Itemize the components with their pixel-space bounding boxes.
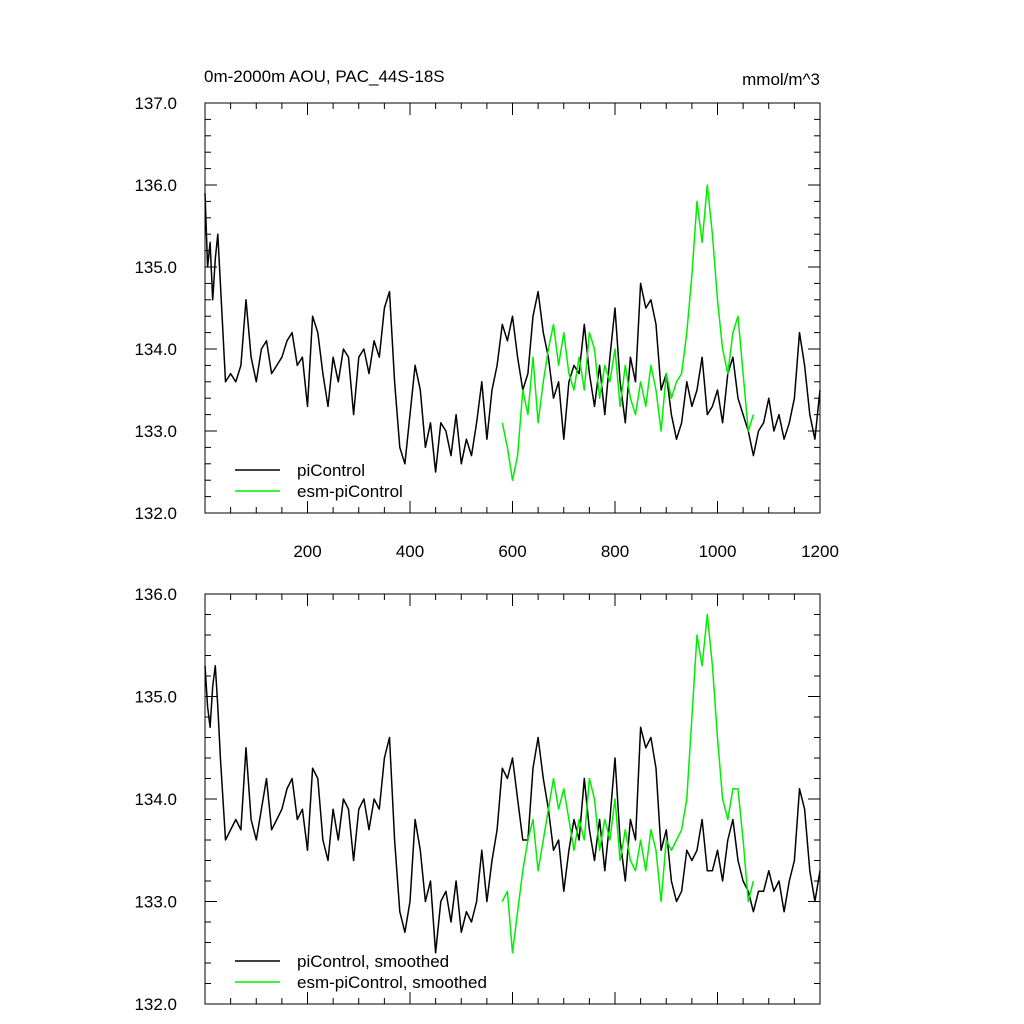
x-tick-label: 600 bbox=[498, 542, 526, 561]
top-tick-group bbox=[204, 102, 821, 514]
legend-label-esm-picontrol-smoothed: esm-piControl, smoothed bbox=[297, 973, 487, 992]
y-tick-label: 134.0 bbox=[134, 340, 177, 359]
legend-label-picontrol-smoothed: piControl, smoothed bbox=[297, 952, 449, 971]
series-line-esm-picontrol-smoothed bbox=[501, 613, 755, 954]
top-panel: 0m-2000m AOU, PAC_44S-18S mmol/m^3 132.0… bbox=[134, 67, 838, 561]
units-label: mmol/m^3 bbox=[742, 70, 820, 89]
y-tick-label: 133.0 bbox=[134, 422, 177, 441]
series-line-picontrol bbox=[204, 193, 821, 473]
x-tick-label: 200 bbox=[293, 542, 321, 561]
legend-label-picontrol: piControl bbox=[297, 461, 365, 480]
y-tick-label: 137.0 bbox=[134, 94, 177, 113]
chart-title: 0m-2000m AOU, PAC_44S-18S bbox=[204, 67, 445, 86]
y-tick-label: 132.0 bbox=[134, 504, 177, 523]
y-tick-label: 135.0 bbox=[134, 688, 177, 707]
x-tick-label: 800 bbox=[601, 542, 629, 561]
bottom-series-group bbox=[204, 613, 821, 954]
top-legend: piControl esm-piControl bbox=[235, 461, 403, 501]
y-tick-label: 133.0 bbox=[134, 893, 177, 912]
series-line-picontrol-smoothed bbox=[204, 664, 821, 954]
series-line-esm-picontrol bbox=[501, 184, 755, 481]
bottom-panel: 132.0 133.0 134.0 135.0 136.0 piControl,… bbox=[134, 585, 821, 1014]
y-tick-label: 132.0 bbox=[134, 995, 177, 1014]
top-series-group bbox=[204, 184, 821, 481]
y-tick-label: 136.0 bbox=[134, 176, 177, 195]
bottom-legend: piControl, smoothed esm-piControl, smoot… bbox=[235, 952, 487, 992]
top-x-tick-labels: 200 400 600 800 1000 1200 bbox=[293, 542, 839, 561]
x-tick-label: 1200 bbox=[801, 542, 839, 561]
x-tick-label: 400 bbox=[396, 542, 424, 561]
x-tick-label: 1000 bbox=[699, 542, 737, 561]
y-tick-label: 136.0 bbox=[134, 585, 177, 604]
bottom-y-tick-labels: 132.0 133.0 134.0 135.0 136.0 bbox=[134, 585, 177, 1014]
y-tick-label: 135.0 bbox=[134, 258, 177, 277]
legend-label-esm-picontrol: esm-piControl bbox=[297, 482, 403, 501]
y-tick-label: 134.0 bbox=[134, 790, 177, 809]
top-y-tick-labels: 132.0 133.0 134.0 135.0 136.0 137.0 bbox=[134, 94, 177, 523]
